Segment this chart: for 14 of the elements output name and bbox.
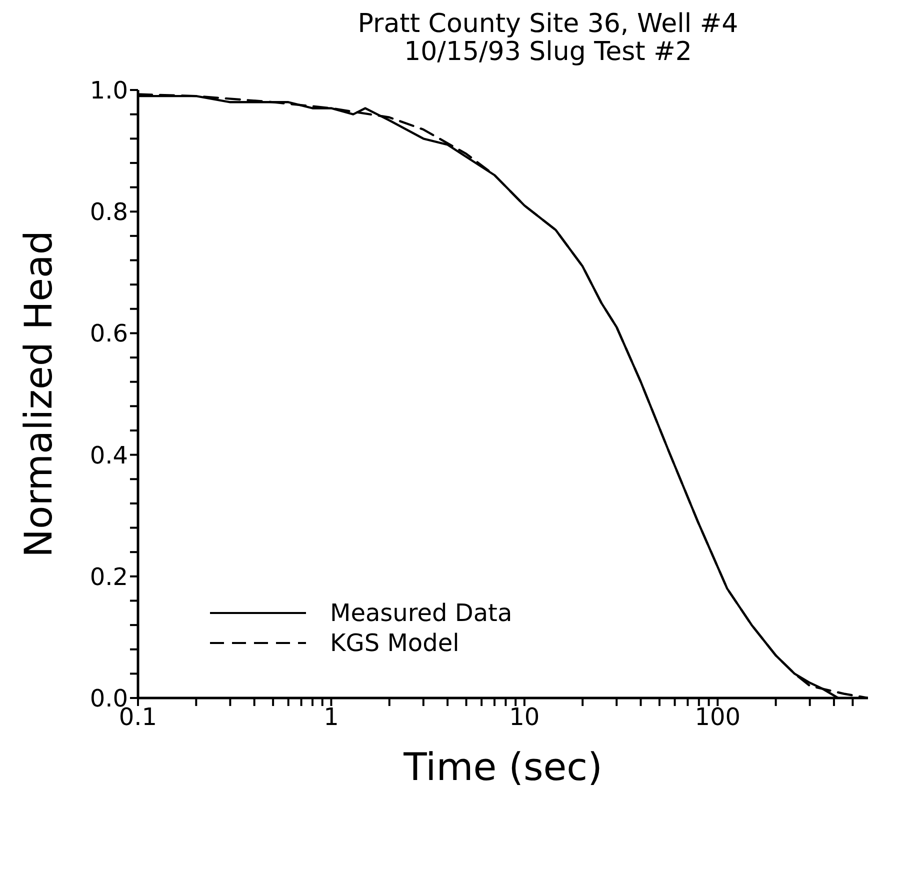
y-tick-label: 1.0: [90, 76, 128, 105]
legend-label: Measured Data: [330, 599, 512, 627]
chart-subtitle: 10/15/93 Slug Test #2: [403, 37, 693, 67]
chart-title: Pratt County Site 36, Well #4: [356, 9, 740, 39]
y-axis-title: Normalized Head: [16, 230, 60, 558]
y-tick-label: 0.2: [90, 562, 128, 591]
x-tick-label: 1: [324, 703, 339, 732]
x-axis-title: Time (sec): [402, 745, 602, 789]
y-tick-label: 0.4: [90, 441, 128, 470]
legend-label: KGS Model: [330, 629, 460, 657]
y-tick-label: 0.8: [90, 198, 128, 226]
y-tick-label: 0.6: [90, 320, 128, 348]
x-tick-label: 100: [694, 703, 741, 732]
x-tick-label: 10: [509, 703, 540, 732]
